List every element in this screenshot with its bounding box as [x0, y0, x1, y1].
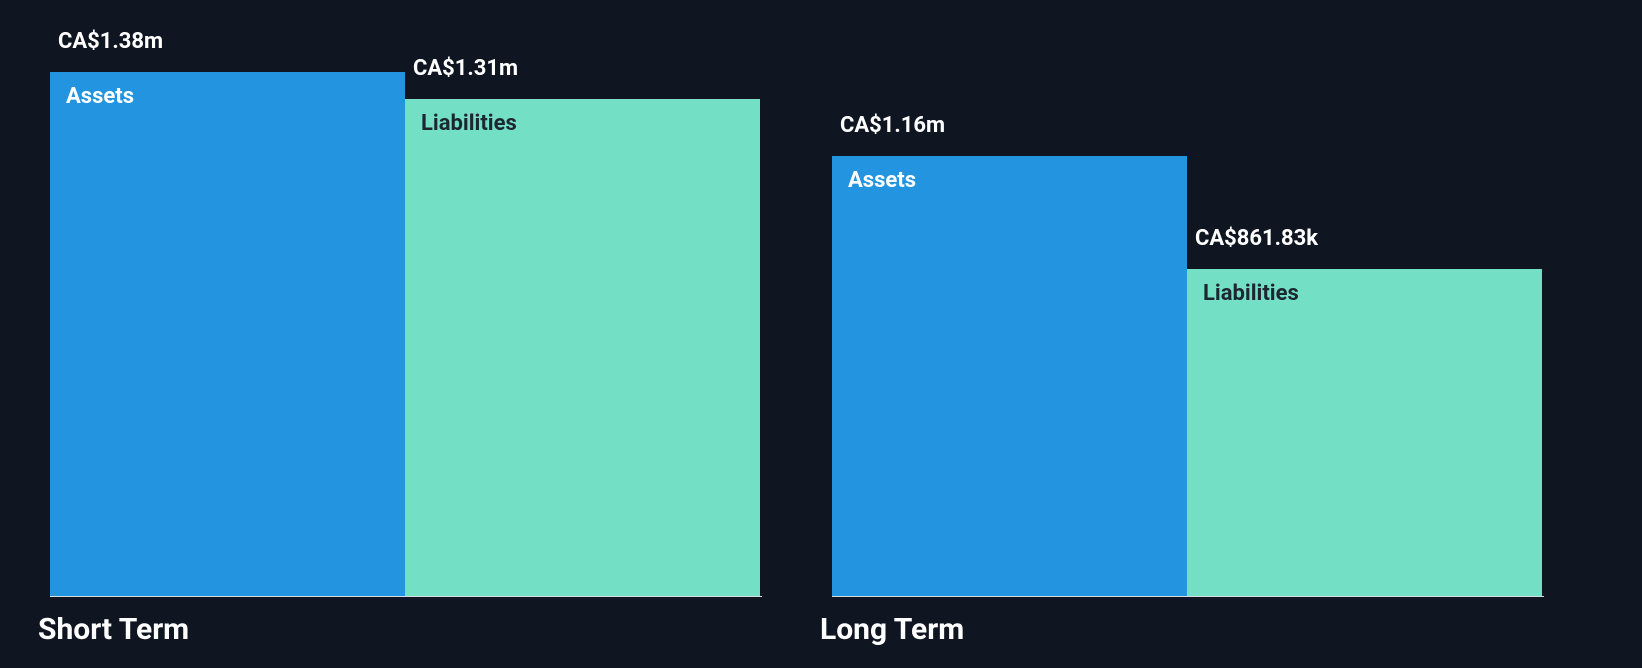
value-label-short_term-assets: CA$1.38m: [58, 29, 163, 54]
bar-label-assets: Assets: [66, 84, 134, 109]
left-margin: [0, 0, 50, 668]
bar-long_term-liabilities: Liabilities: [1187, 269, 1542, 596]
bar-label-assets: Assets: [848, 168, 916, 193]
value-label-long_term-assets: CA$1.16m: [840, 113, 945, 138]
group-title-long_term: Long Term: [820, 612, 964, 647]
bar-label-liabilities: Liabilities: [1203, 281, 1299, 306]
balance-sheet-chart: Assets CA$1.38m Liabilities CA$1.31m Short T…: [0, 0, 1642, 668]
plot-area: Assets CA$1.16m Liabilities CA$861.83k: [832, 0, 1544, 597]
plot-area: Assets CA$1.38m Liabilities CA$1.31m: [50, 0, 762, 597]
group-long_term: AssetsCA$1.16mLiabilitiesCA$861.83kLong …: [832, 0, 1544, 668]
bar-short_term-liabilities: Liabilities: [405, 99, 760, 596]
bar-label-liabilities: Liabilities: [421, 111, 517, 136]
group-title-short_term: Short Term: [38, 612, 189, 647]
group-short_term: AssetsCA$1.38mLiabilitiesCA$1.31mShort T…: [50, 0, 762, 668]
value-label-long_term-liabilities: CA$861.83k: [1195, 226, 1318, 251]
bar-long_term-assets: Assets: [832, 156, 1187, 596]
group-gap: [762, 0, 832, 668]
value-label-short_term-liabilities: CA$1.31m: [413, 56, 518, 81]
bar-short_term-assets: Assets: [50, 72, 405, 596]
baseline: [50, 596, 762, 597]
baseline: [832, 596, 1544, 597]
